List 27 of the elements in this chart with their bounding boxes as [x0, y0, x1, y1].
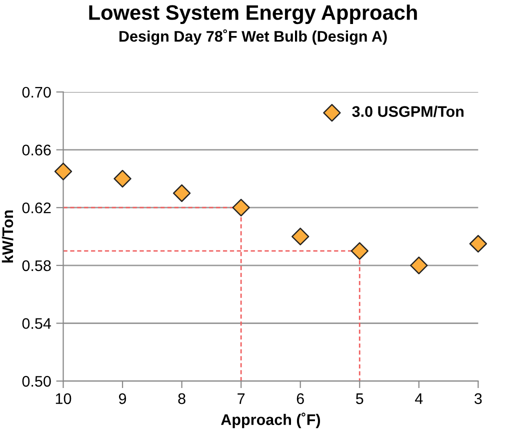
x-tick-label: 10 — [56, 393, 72, 404]
point — [54, 162, 72, 180]
x-tick-label: 6 — [296, 393, 304, 404]
x-axis-title: Approach (˚F) — [221, 412, 320, 428]
point — [172, 184, 191, 202]
point — [292, 228, 310, 246]
x-tick-label: 3 — [474, 393, 482, 404]
x-tick-label: 5 — [356, 393, 364, 404]
x-tick-label: 9 — [118, 393, 126, 404]
y-tick-label: 0.58 — [22, 260, 51, 272]
y-tick-label: 0.62 — [22, 202, 51, 214]
point — [469, 234, 488, 253]
x-tick-label: 7 — [238, 393, 245, 404]
point — [232, 198, 250, 216]
chart-title: Lowest System Energy Approach — [89, 4, 417, 24]
y-tick-label: 0.54 — [22, 318, 51, 329]
y-tick-label: 0.50 — [22, 376, 51, 387]
y-axis-title: kW/Ton — [2, 210, 14, 262]
x-tick-label: 4 — [415, 393, 423, 404]
y-tick-label: 0.70 — [22, 86, 51, 98]
y-tick-label: 0.66 — [22, 144, 51, 156]
chart-subtitle: Design Day 78˚F Wet Bulb (Design A) — [119, 29, 387, 45]
x-tick-label: 8 — [178, 393, 186, 404]
point — [350, 242, 368, 260]
point — [410, 256, 428, 274]
point — [114, 170, 132, 188]
legend-label: 3.0 USGPM/Ton — [352, 106, 464, 118]
